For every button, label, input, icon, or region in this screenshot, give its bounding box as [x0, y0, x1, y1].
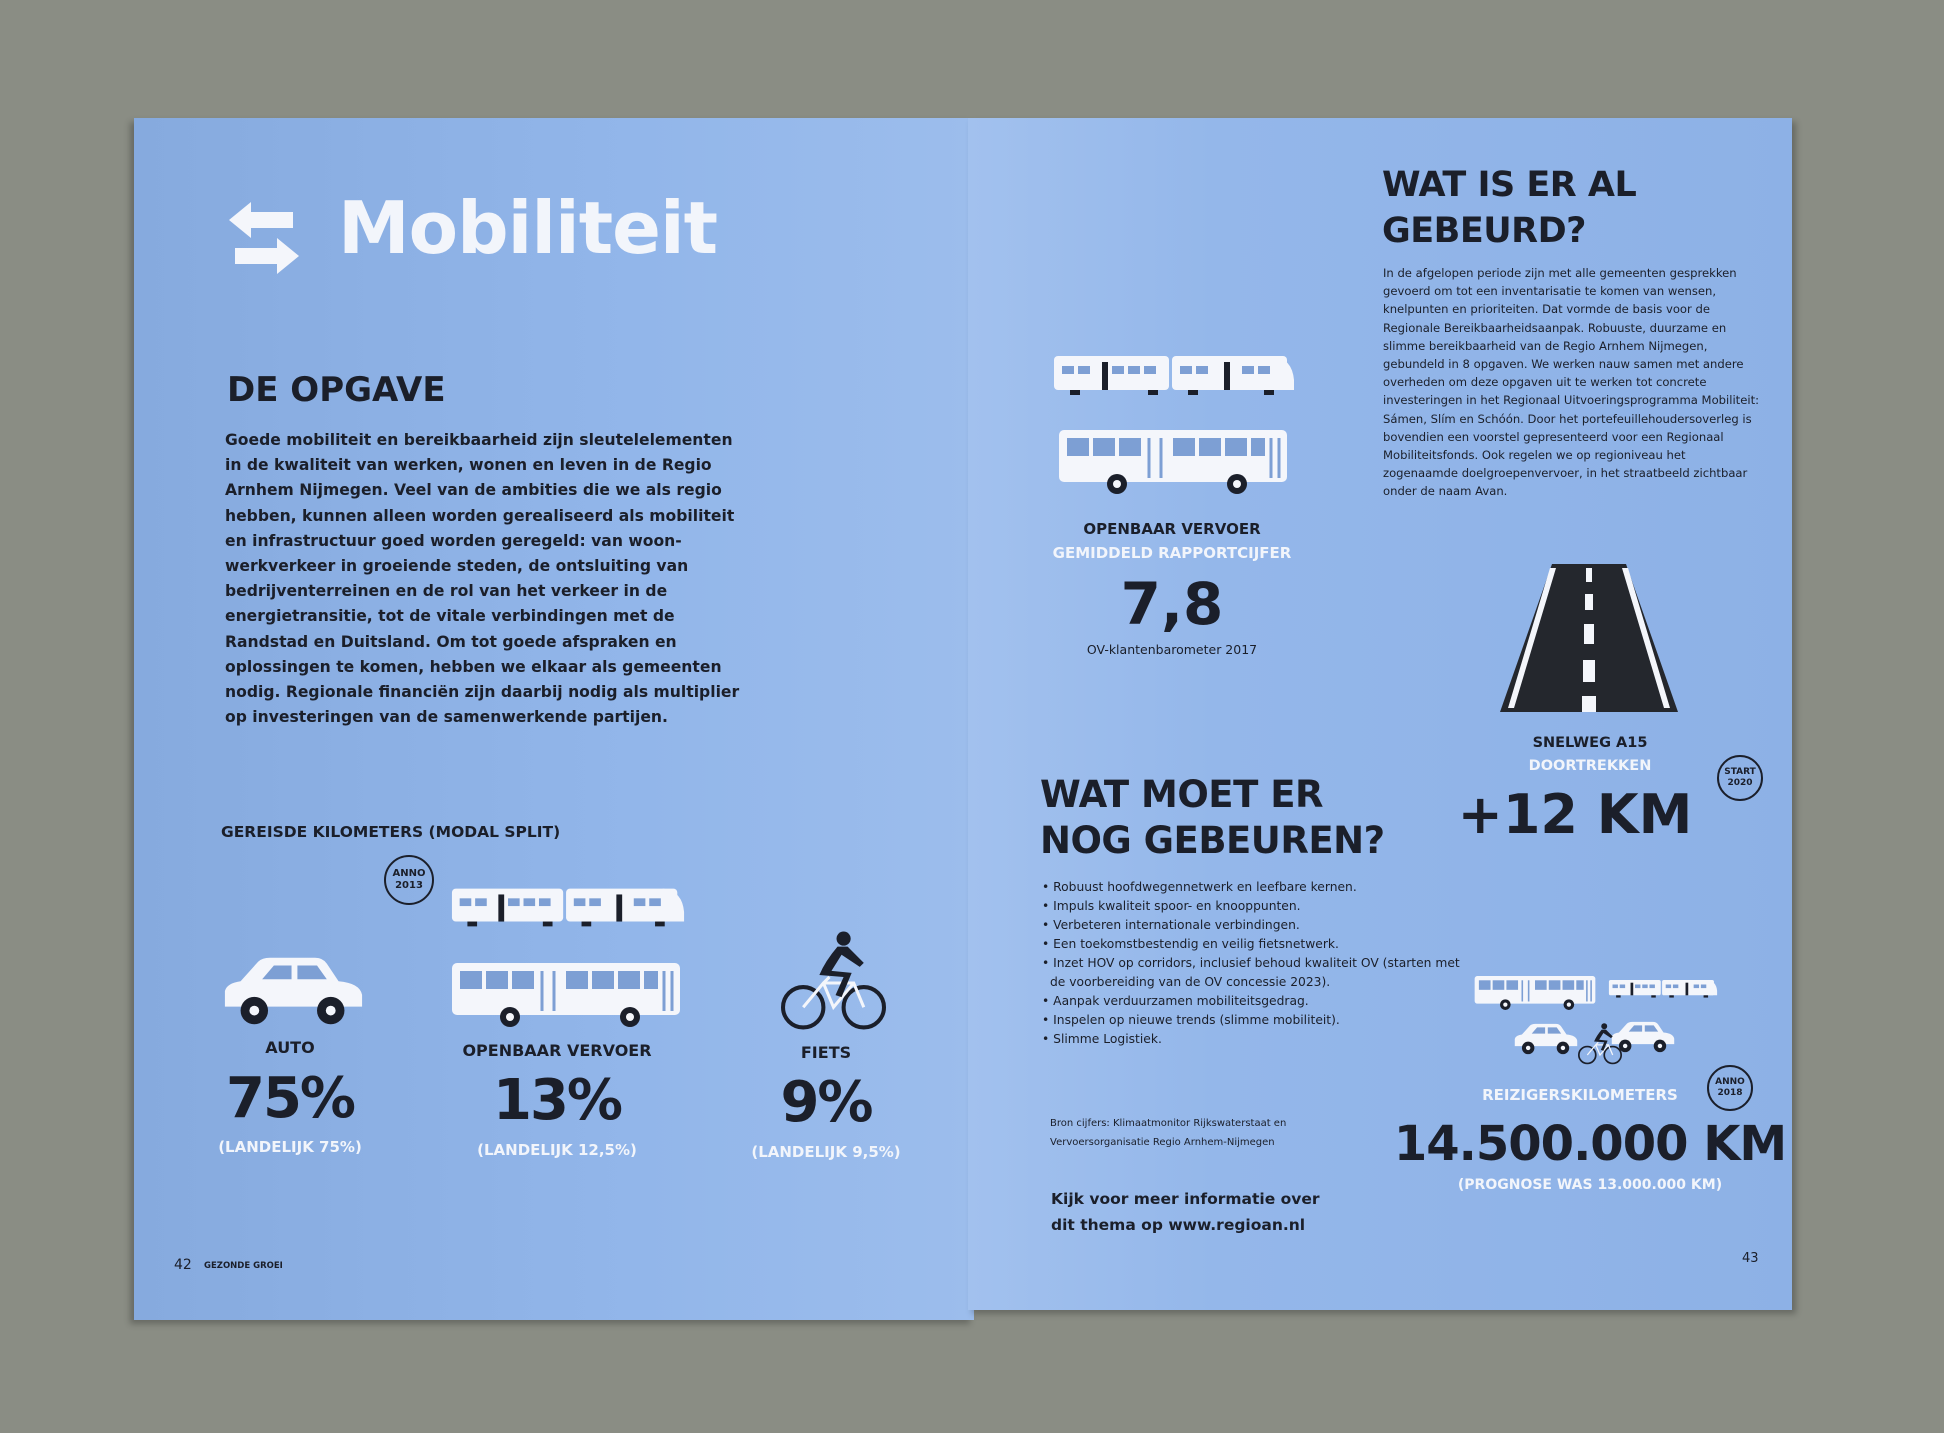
todo-item: • Slimme Logistiek.: [1042, 1032, 1162, 1046]
section-heading: DE OPGAVE: [227, 370, 446, 410]
ov-national: (LANDELIJK 12,5%): [477, 1141, 637, 1159]
ov-value: 13%: [492, 1068, 623, 1133]
ov-rating-source: OV-klantenbarometer 2017: [1086, 642, 1258, 657]
done-heading: WAT IS ER AL GEBEURD?: [1382, 162, 1637, 254]
badge-line2: 2018: [1717, 1088, 1743, 1098]
car-icon: [1514, 1023, 1578, 1055]
todo-item: • Inzet HOV op corridors, inclusief beho…: [1042, 956, 1460, 989]
modal-split-heading: GEREISDE KILOMETERS (MODAL SPLIT): [221, 823, 561, 841]
swap-arrows-icon: [229, 202, 299, 274]
cyclist-icon: [1578, 1022, 1622, 1065]
todo-item: • Aanpak verduurzamen mobiliteitsgedrag.: [1042, 994, 1309, 1008]
train-icon: [451, 888, 685, 927]
todo-item: • Een toekomstbestendig en veilig fietsn…: [1042, 937, 1339, 951]
more-info-line1: Kijk voor meer informatie over: [1051, 1190, 1320, 1208]
right-page: [968, 118, 1792, 1310]
page-number-left: 42: [174, 1257, 192, 1273]
running-title: GEZONDE GROEI: [204, 1261, 283, 1271]
intro-paragraph: Goede mobiliteit en bereikbaarheid zijn …: [225, 431, 740, 727]
ov-rating-value: 7,8: [1120, 570, 1224, 638]
badge-line1: ANNO: [1715, 1077, 1745, 1087]
left-page: [134, 118, 974, 1320]
bus-icon: [450, 961, 682, 1029]
train-icon: [1608, 979, 1718, 998]
source-line2: Vervoersorganisatie Regio Arnhem-Nijmege…: [1050, 1137, 1275, 1148]
road-value: +12 KM: [1457, 783, 1693, 846]
badge-line2: 2013: [395, 880, 423, 891]
more-info-link[interactable]: dit thema op www.regioan.nl: [1051, 1216, 1306, 1234]
traveller-km-value: 14.500.000 KM: [1393, 1116, 1787, 1172]
source-note: Bron cijfers: Klimaatmonitor Rijkswaters…: [1050, 1114, 1286, 1152]
bus-icon: [1473, 975, 1597, 1011]
fiets-label: FIETS: [800, 1043, 852, 1062]
more-info: Kijk voor meer informatie over dit thema…: [1051, 1186, 1320, 1238]
cyclist-icon: [781, 930, 886, 1032]
train-icon: [1054, 356, 1294, 395]
start-badge: START 2020: [1717, 755, 1763, 801]
anno-badge: ANNO 2018: [1707, 1065, 1753, 1111]
ov-label: OPENBAAR VERVOER: [462, 1041, 652, 1060]
done-paragraph: In de afgelopen periode zijn met alle ge…: [1383, 266, 1760, 499]
auto-value: 75%: [225, 1066, 356, 1131]
badge-line2: 2020: [1727, 778, 1753, 788]
ov-rating-label2: GEMIDDELD RAPPORTCIJFER: [1052, 544, 1292, 562]
fiets-value: 9%: [780, 1070, 873, 1135]
todo-heading-line1: WAT MOET ER: [1040, 773, 1323, 816]
road-label1: SNELWEG A15: [1532, 735, 1648, 751]
car-icon: [224, 957, 363, 1025]
todo-heading: WAT MOET ER NOG GEBEUREN?: [1040, 772, 1385, 864]
highway-icon: [1500, 564, 1678, 712]
traveller-km-forecast: (PROGNOSE WAS 13.000.000 KM): [1457, 1177, 1723, 1193]
page-title: Mobiliteit: [338, 186, 718, 270]
todo-item: • Verbeteren internationale verbindingen…: [1042, 918, 1300, 932]
page-number-right: 43: [1742, 1251, 1759, 1266]
todo-item: • Robuust hoofdwegennetwerk en leefbare …: [1042, 880, 1357, 894]
badge-line1: START: [1724, 767, 1756, 777]
traveller-km-label: REIZIGERSKILOMETERS: [1482, 1086, 1678, 1104]
todo-heading-line2: NOG GEBEUREN?: [1040, 819, 1385, 862]
todo-item: • Inspelen op nieuwe trends (slimme mobi…: [1042, 1013, 1340, 1027]
source-line1: Bron cijfers: Klimaatmonitor Rijkswaters…: [1050, 1118, 1287, 1129]
badge-line1: ANNO: [392, 868, 426, 879]
done-heading-line2: GEBEURD?: [1382, 211, 1586, 251]
auto-national: (LANDELIJK 75%): [218, 1138, 362, 1156]
ov-rating-label1: OPENBAAR VERVOER: [1083, 520, 1261, 538]
fiets-national: (LANDELIJK 9,5%): [751, 1143, 901, 1161]
done-heading-line1: WAT IS ER AL: [1382, 165, 1637, 205]
todo-item: • Impuls kwaliteit spoor- en knooppunten…: [1042, 899, 1301, 913]
anno-badge: ANNO 2013: [384, 855, 434, 905]
todo-list: • Robuust hoofdwegennetwerk en leefbare …: [1042, 878, 1462, 1049]
auto-label: AUTO: [265, 1038, 315, 1057]
road-label2: DOORTREKKEN: [1528, 758, 1652, 774]
bus-icon: [1057, 428, 1289, 496]
